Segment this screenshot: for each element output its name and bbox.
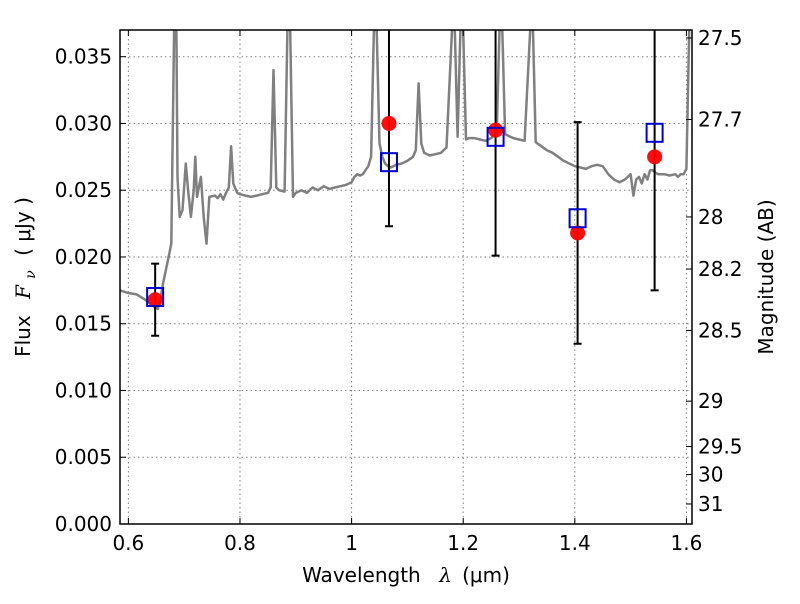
y2-tick-label: 28.2: [698, 257, 743, 281]
observed-point: [647, 149, 663, 165]
observed-point: [488, 122, 504, 138]
x-tick-label: 1.2: [447, 531, 479, 555]
y2-tick-label: 31: [698, 492, 723, 516]
y-axis-ticks: 0.000 0.005 0.010 0.015 0.020 0.025 0.030 0.035: [55, 45, 126, 536]
x-tick-label: 0.8: [224, 531, 256, 555]
x-tick-label: 1: [345, 531, 358, 555]
model-photometry-point: [568, 208, 587, 229]
y-axis-title-prefix: Flux: [11, 315, 35, 357]
plot-frame: [119, 29, 693, 525]
model-photometry-point: [146, 287, 165, 308]
y-tick-label: 0.010: [55, 378, 112, 402]
y2-tick-label: 30: [698, 463, 723, 487]
y-tick-label: 0.005: [55, 445, 112, 469]
x-axis-ticks: 0.6 0.8 1 1.2 1.4 1.6: [112, 30, 702, 555]
y-tick-label: 0.000: [55, 512, 112, 536]
y2-tick-label: 29.5: [698, 435, 743, 459]
observed-point: [381, 115, 397, 131]
observed-point: [570, 225, 586, 241]
y-axis-title-symbol: F: [11, 284, 35, 300]
x-axis-title: Wavelength λ (μm): [302, 563, 510, 587]
x-tick-label: 0.6: [112, 531, 144, 555]
model-photometry-point: [379, 152, 398, 173]
model-spectrum-layer: [120, 30, 691, 311]
grid-layer: [120, 30, 692, 524]
x-tick-label: 1.4: [559, 531, 591, 555]
y2-tick-label: 29: [698, 389, 723, 413]
y-tick-label: 0.030: [55, 111, 112, 135]
x-axis-title-prefix: Wavelength: [302, 563, 421, 587]
y-tick-label: 0.025: [55, 178, 112, 202]
model-spectrum-line: [120, 30, 691, 311]
x-tick-label: 1.6: [671, 531, 703, 555]
marker-layer: [146, 115, 664, 308]
y2-tick-label: 28: [698, 205, 723, 229]
y2-tick-label: 27.7: [698, 107, 743, 131]
model-photometry-point: [486, 126, 505, 147]
y2-axis-title: Magnitude (AB): [754, 199, 778, 354]
y-tick-label: 0.035: [55, 45, 112, 69]
y-tick-label: 0.015: [55, 312, 112, 336]
y-tick-label: 0.020: [55, 245, 112, 269]
model-photometry-point: [645, 122, 664, 143]
y-axis-title: Flux F ν ( μJy ): [11, 197, 40, 357]
y-axis-title-subscript: ν: [23, 270, 39, 279]
y2-axis-ticks: 27.5 27.7 28 28.2 28.5 29 29.5 30 31: [686, 26, 743, 516]
y-axis-title-unit: ( μJy ): [11, 197, 35, 256]
errorbar-layer: [151, 30, 659, 345]
observed-point: [147, 292, 163, 308]
y2-tick-label: 28.5: [698, 318, 743, 342]
x-axis-title-unit: (μm): [462, 563, 510, 587]
x-axis-title-symbol: λ: [438, 563, 452, 587]
y2-tick-label: 27.5: [698, 26, 743, 50]
